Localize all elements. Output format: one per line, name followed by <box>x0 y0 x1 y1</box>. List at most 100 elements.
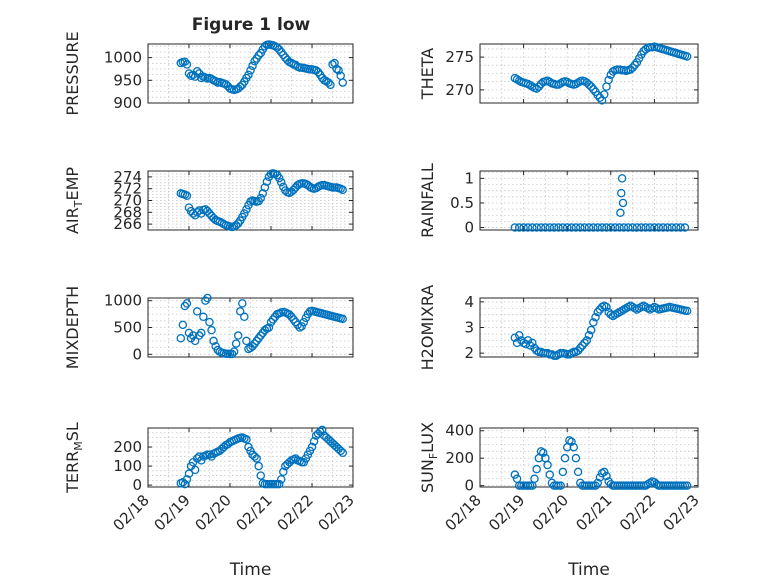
y-tick-label: 1000 <box>104 292 142 310</box>
data-point <box>197 73 206 83</box>
data-point <box>192 307 202 316</box>
data-point <box>562 223 572 232</box>
data-point <box>324 78 333 87</box>
y-axis-label: THETA <box>418 48 437 100</box>
data-point <box>190 465 200 475</box>
data-point <box>617 174 627 183</box>
data-point <box>532 84 541 93</box>
data-point <box>519 223 528 232</box>
data-point <box>589 318 598 327</box>
data-point <box>630 60 640 70</box>
data-point <box>641 223 650 232</box>
y-axis-label: H2OMIXRA <box>418 285 437 371</box>
data-point <box>264 323 274 332</box>
data-point <box>238 299 247 308</box>
y-tick-label: 272 <box>113 180 142 198</box>
data-point <box>567 437 576 446</box>
y-axis-label-tail: SL <box>63 422 82 441</box>
data-point <box>254 51 263 60</box>
x-axis-label: Time <box>229 560 272 580</box>
data-point <box>309 437 319 446</box>
data-point <box>589 84 598 94</box>
data-point <box>240 312 249 322</box>
data-point <box>205 317 214 327</box>
data-point <box>584 330 594 340</box>
data-point <box>573 467 583 477</box>
y-axis-label-main: THETA <box>418 48 437 100</box>
data-point <box>600 467 609 477</box>
data-point <box>530 474 539 484</box>
data-point <box>589 223 598 232</box>
data-point <box>178 320 188 330</box>
data-point <box>279 467 288 477</box>
y-tick-label: 400 <box>445 422 474 440</box>
data-point <box>190 336 200 346</box>
data-point <box>667 223 677 232</box>
data-point <box>330 58 339 68</box>
data-point <box>628 223 637 232</box>
y-tick-label: 2 <box>464 344 474 362</box>
data-point <box>658 223 668 232</box>
data-point <box>538 448 548 457</box>
data-point <box>680 223 690 232</box>
data-point <box>637 223 646 232</box>
axes-frame <box>479 43 699 104</box>
data-point <box>250 452 259 461</box>
data-point <box>593 478 602 488</box>
y-axis-label: MIXDEPTH <box>63 286 82 369</box>
data-point <box>240 209 249 218</box>
y-tick-label: 200 <box>445 449 474 467</box>
y-axis-label-subscript: F <box>427 453 440 459</box>
data-point <box>616 208 625 218</box>
series-markers <box>510 42 692 105</box>
data-point <box>619 223 629 232</box>
data-point <box>615 223 624 232</box>
data-point <box>560 453 570 463</box>
data-point <box>203 293 212 303</box>
y-axis-label: RAINFALL <box>418 163 437 238</box>
axes-frame <box>147 427 354 488</box>
data-point <box>192 66 202 76</box>
data-point <box>338 185 347 195</box>
data-point <box>231 221 241 230</box>
y-tick-label: 274 <box>113 168 142 186</box>
data-point <box>260 183 270 192</box>
grid <box>479 428 699 487</box>
data-point <box>248 61 257 71</box>
y-tick-label: 1 <box>464 169 474 187</box>
data-point <box>182 60 192 69</box>
data-point <box>184 469 194 478</box>
subplot-pressure: 900 950 1000 PRESSURE <box>63 31 354 116</box>
data-point <box>254 461 263 471</box>
data-point <box>545 470 555 479</box>
data-point <box>671 223 681 232</box>
data-point <box>256 471 265 480</box>
data-point <box>326 80 335 90</box>
data-point <box>188 331 198 340</box>
data-point <box>597 469 607 478</box>
series-markers <box>176 293 347 359</box>
data-point <box>554 223 563 232</box>
data-point <box>580 223 589 232</box>
data-point <box>654 223 664 232</box>
y-tick-label: 275 <box>445 48 474 66</box>
data-point <box>571 223 581 232</box>
y-axis-label-main: AIR <box>63 207 82 234</box>
data-point <box>510 223 520 232</box>
data-point <box>528 223 537 232</box>
data-point <box>591 312 600 322</box>
y-axis-label: PRESSURE <box>63 31 82 115</box>
data-point <box>578 341 587 350</box>
data-point <box>617 188 626 198</box>
y-tick-label: 0 <box>464 477 474 495</box>
data-point <box>235 82 245 91</box>
data-point <box>227 349 237 359</box>
y-tick-label: 270 <box>445 81 474 99</box>
data-point <box>336 446 345 456</box>
y-tick-label: 266 <box>113 215 142 233</box>
data-point <box>258 189 268 198</box>
data-point <box>229 347 239 356</box>
data-point <box>207 325 216 335</box>
data-point <box>176 333 186 343</box>
